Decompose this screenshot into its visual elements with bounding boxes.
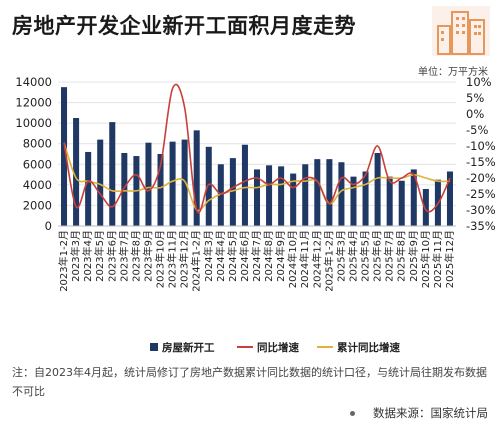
y-right-tick-label: -30% [466, 203, 496, 217]
bar [410, 169, 417, 226]
y-right-tick-label: -5% [466, 123, 488, 137]
bar [398, 180, 405, 226]
bar [350, 176, 357, 226]
legend-label: 累计同比增速 [337, 341, 400, 354]
x-tick-label: 2024年6月 [238, 230, 251, 282]
bar [61, 87, 68, 227]
bar [326, 159, 333, 226]
cumulative-yoy-line [63, 142, 450, 212]
bar [422, 188, 429, 226]
bar [121, 152, 128, 226]
x-tick-label: 2025年8月 [395, 230, 408, 282]
bar [278, 166, 285, 226]
y-right-tick-label: 10% [466, 75, 492, 89]
x-tick-label: 2025年4月 [346, 230, 359, 282]
y-left-tick-label: 2000 [23, 198, 52, 212]
bar [290, 173, 297, 226]
bar [241, 144, 248, 226]
x-tick-label: 2025年11月 [431, 230, 444, 288]
bar [193, 130, 200, 226]
x-tick-label: 2024年11月 [298, 230, 311, 288]
bar [109, 122, 116, 226]
y-right-tick-label: -15% [466, 155, 496, 169]
page-title: 房地产开发企业新开工面积月度走势 [12, 14, 356, 38]
x-tick-label: 2023年11月 [166, 230, 179, 288]
x-tick-label: 2025年5月 [359, 230, 372, 282]
y-left-tick-label: 8000 [23, 137, 52, 151]
legend-swatch [150, 343, 158, 351]
bar [181, 139, 188, 226]
y-left-tick-label: 4000 [23, 178, 52, 192]
x-tick-label: 2024年8月 [262, 230, 275, 282]
bar [266, 165, 273, 226]
x-tick-label: 2024年7月 [250, 230, 263, 282]
x-tick-label: 2025年9月 [407, 230, 420, 282]
x-tick-label: 2025年1-2月 [322, 230, 335, 292]
x-tick-label: 2025年7月 [383, 230, 396, 282]
bar [314, 159, 321, 226]
bar [362, 171, 369, 226]
x-tick-label: 2023年12月 [178, 230, 191, 288]
y-left-tick-label: 6000 [23, 157, 52, 171]
bar [338, 162, 345, 226]
bar [374, 152, 381, 226]
y-right-tick-label: 5% [466, 91, 484, 105]
bar [386, 176, 393, 226]
x-tick-label: 2025年10月 [419, 230, 432, 288]
x-tick-label: 2024年3月 [202, 230, 215, 282]
x-tick-label: 2023年5月 [93, 230, 106, 282]
x-tick-label: 2024年12月 [310, 230, 323, 288]
bar [253, 169, 261, 226]
bar [446, 171, 453, 226]
x-tick-label: 2023年8月 [129, 230, 142, 282]
bar [145, 142, 152, 226]
x-tick-label: 2023年7月 [117, 230, 130, 282]
bullet-icon [350, 410, 355, 416]
bar [73, 118, 80, 226]
x-tick-label: 2023年6月 [105, 230, 118, 282]
x-tick-label: 2023年4月 [81, 230, 94, 282]
y-right-tick-label: 0% [466, 107, 484, 121]
footnote: 注：自2023年4月起，统计局修订了房地产数据累计同比数据的统计口径，与统计局往… [12, 366, 487, 398]
legend-label: 同比增速 [257, 341, 299, 354]
data-source-text: 数据来源：国家统计局 [373, 406, 488, 420]
bar [217, 164, 224, 226]
x-tick-label: 2024年1-2月 [190, 230, 203, 292]
y-right-tick-label: -35% [466, 219, 496, 233]
x-tick-label: 2023年3月 [69, 230, 82, 282]
x-tick-label: 2025年12月 [443, 230, 456, 288]
x-tick-label: 2024年10月 [286, 230, 299, 288]
bar [85, 151, 92, 226]
x-tick-label: 2023年10月 [154, 230, 167, 288]
yoy-growth-line [63, 83, 451, 214]
y-left-tick-label: 10000 [15, 116, 52, 130]
bar [205, 146, 212, 226]
bar [169, 141, 176, 226]
bar [302, 164, 309, 226]
x-tick-label: 2024年9月 [274, 230, 287, 282]
bar [157, 154, 164, 226]
x-tick-label: 2025年6月 [371, 230, 384, 282]
y-right-tick-label: -20% [466, 171, 496, 185]
bar [229, 158, 236, 226]
bar [97, 139, 104, 226]
new-construction-chart: 0 2000 4000 6000 8000 10000 12000 14000 10% 5% 0% -… [15, 75, 496, 354]
x-tick-label: 2025年3月 [334, 230, 347, 282]
buildings-icon [432, 6, 490, 56]
y-left-tick-label: 12000 [15, 96, 52, 110]
y-left-tick-label: 14000 [15, 75, 52, 89]
y-right-tick-label: -10% [466, 139, 496, 153]
unit-label: 单位：万平方米 [418, 67, 488, 78]
x-tick-label: 2023年1-2月 [57, 230, 70, 292]
x-tick-label: 2024年5月 [226, 230, 239, 282]
y-left-tick-label: 0 [45, 219, 52, 233]
y-right-tick-label: -25% [466, 187, 496, 201]
x-tick-label: 2023年9月 [141, 230, 154, 282]
x-tick-label: 2024年4月 [214, 230, 227, 282]
legend-label: 房屋新开工 [162, 341, 215, 354]
data-source: 数据来源：国家统计局 [350, 405, 488, 421]
